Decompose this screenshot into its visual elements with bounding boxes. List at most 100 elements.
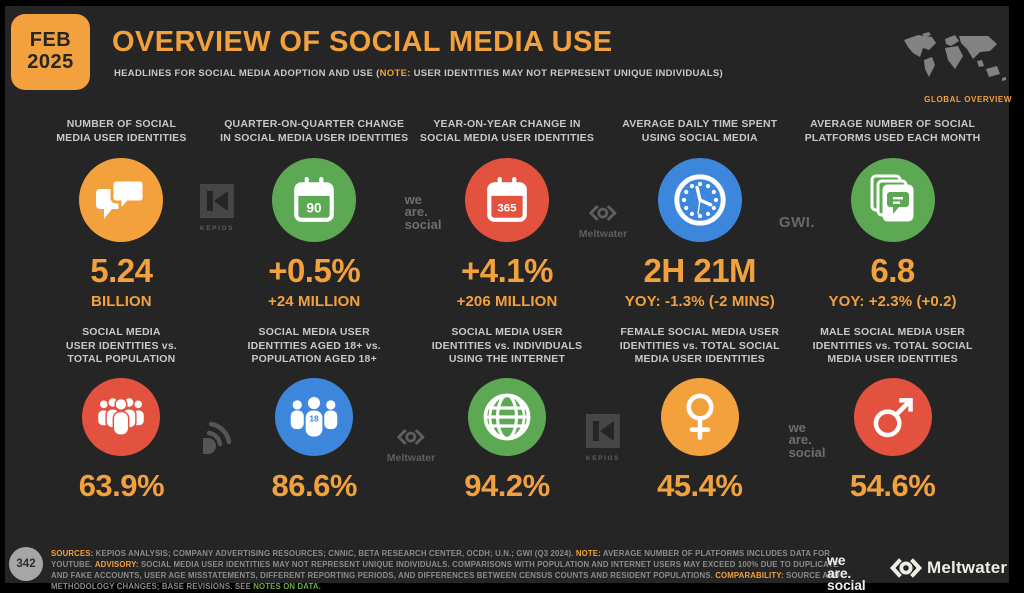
sources-text: KEPIOS ANALYSIS; COMPANY ADVERTISING RES… bbox=[93, 549, 576, 558]
stat-identities-vs-internet-users: SOCIAL MEDIA USER IDENTITIES vs. INDIVID… bbox=[411, 326, 604, 504]
stat-label: YEAR-ON-YEAR CHANGE IN SOCIAL MEDIA USER… bbox=[419, 118, 595, 144]
calendar-number: 365 bbox=[497, 202, 517, 214]
stat-value: 6.8 bbox=[870, 252, 915, 289]
stat-subvalue: +24 MILLION bbox=[268, 293, 361, 310]
stat-value: 94.2% bbox=[464, 468, 550, 503]
stats-row-1: NUMBER OF SOCIAL MEDIA USER IDENTITIES 5… bbox=[25, 118, 989, 310]
stat-value: 63.9% bbox=[78, 468, 165, 503]
stat-identities-vs-population: SOCIAL MEDIA USER IDENTITIES vs. TOTAL P… bbox=[25, 326, 218, 504]
we-are-social-watermark: we are. social bbox=[404, 193, 442, 231]
stat-circle: 365 bbox=[464, 158, 549, 242]
after-link-text: . bbox=[318, 582, 321, 592]
stat-subvalue: BILLION bbox=[91, 293, 152, 310]
male-symbol-icon bbox=[873, 398, 913, 438]
advisory-label: ADVISORY: bbox=[94, 560, 139, 570]
stat-platforms-per-month: AVERAGE NUMBER OF SOCIAL PLATFORMS USED … bbox=[796, 118, 989, 310]
stat-value: 5.24 bbox=[90, 252, 153, 289]
date-year: 2025 bbox=[27, 51, 74, 73]
stat-label: SOCIAL MEDIA USER IDENTITIES AGED 18+ vs… bbox=[247, 326, 381, 366]
stat-label: SOCIAL MEDIA USER IDENTITIES vs. INDIVID… bbox=[431, 326, 583, 366]
stat-value: 2H 21M bbox=[643, 252, 757, 289]
stat-subvalue: YOY: +2.3% (+0.2) bbox=[828, 293, 957, 310]
stats-row-2: SOCIAL MEDIA USER IDENTITIES vs. TOTAL P… bbox=[25, 326, 989, 504]
subtitle-suffix: USER IDENTITIES MAY NOT REPRESENT UNIQUE… bbox=[410, 68, 724, 79]
meltwater-watermark-label: Meltwater bbox=[578, 228, 628, 240]
stat-circle bbox=[467, 378, 546, 456]
stat-daily-time: AVERAGE DAILY TIME SPENT USING SOCIAL ME… bbox=[603, 118, 796, 310]
stat-female-identities: FEMALE SOCIAL MEDIA USER IDENTITIES vs. … bbox=[603, 326, 796, 504]
datareportal-logo-icon bbox=[203, 421, 232, 454]
stat-value: 54.6% bbox=[849, 468, 936, 503]
meltwater-logo: Meltwater bbox=[889, 558, 1007, 578]
comparability-text: SOURCE AND METHODOLOGY CHANGES; BASE REV… bbox=[51, 571, 840, 592]
subtitle-prefix: HEADLINES FOR SOCIAL MEDIA ADOPTION AND … bbox=[114, 68, 380, 79]
stat-subvalue: YOY: -1.3% (-2 MINS) bbox=[624, 293, 775, 310]
we-are-social-logo: we are. social bbox=[827, 552, 866, 593]
date-month: FEB bbox=[29, 29, 72, 52]
stat-label: NUMBER OF SOCIAL MEDIA USER IDENTITIES bbox=[56, 118, 187, 144]
kepios-watermark-label: KEPIOS bbox=[199, 225, 235, 232]
stat-male-identities: MALE SOCIAL MEDIA USER IDENTITIES vs. TO… bbox=[796, 326, 989, 504]
people-18-icon: 18 bbox=[290, 396, 338, 437]
stat-value: 86.6% bbox=[271, 468, 357, 503]
platform-stack-icon bbox=[870, 174, 914, 222]
stat-label: QUARTER-ON-QUARTER CHANGE IN SOCIAL MEDI… bbox=[220, 118, 409, 144]
kepios-logo-icon bbox=[199, 184, 234, 218]
advisory-text: SOCIAL MEDIA USER IDENTITIES MAY NOT REP… bbox=[51, 560, 839, 581]
slide-background: FEB 2025 OVERVIEW OF SOCIAL MEDIA USE HE… bbox=[5, 6, 1012, 592]
stat-social-media-identities: NUMBER OF SOCIAL MEDIA USER IDENTITIES 5… bbox=[25, 118, 218, 310]
globe-icon bbox=[483, 393, 531, 441]
stat-value: +4.1% bbox=[460, 252, 553, 289]
clock-icon bbox=[674, 174, 726, 226]
wm-was-line: we bbox=[788, 420, 806, 435]
female-symbol-icon bbox=[686, 393, 714, 440]
stat-circle bbox=[82, 378, 161, 456]
stat-circle bbox=[660, 378, 739, 456]
brand-was-line: we bbox=[827, 552, 846, 568]
age-18-label: 18 bbox=[310, 414, 320, 424]
calendar-365-icon: 365 bbox=[487, 177, 527, 222]
meltwater-logo-icon bbox=[588, 204, 618, 222]
footer-notes: SOURCES: KEPIOS ANALYSIS; COMPANY ADVERT… bbox=[51, 548, 851, 592]
stat-value: 45.4% bbox=[657, 468, 743, 503]
meltwater-logo-icon bbox=[889, 558, 923, 578]
brand-was-line: social bbox=[827, 577, 866, 593]
datareportal-watermark bbox=[193, 414, 237, 463]
meltwater-watermark: Meltwater bbox=[387, 428, 435, 464]
stat-circle bbox=[657, 158, 742, 242]
stat-circle: 18 bbox=[275, 378, 354, 456]
kepios-watermark: KEPIOS bbox=[200, 184, 234, 232]
stat-value: +0.5% bbox=[268, 252, 361, 289]
meltwater-logo-icon bbox=[396, 428, 426, 446]
calendar-number: 90 bbox=[307, 201, 322, 216]
wm-was-line: are. bbox=[404, 204, 428, 220]
subtitle-note-label: NOTE: bbox=[379, 68, 411, 79]
stat-qoq-change: QUARTER-ON-QUARTER CHANGE IN SOCIAL MEDI… bbox=[218, 118, 411, 310]
people-group-icon bbox=[97, 396, 146, 436]
wm-was-line: are. bbox=[788, 432, 812, 448]
stat-label: AVERAGE NUMBER OF SOCIAL PLATFORMS USED … bbox=[804, 118, 981, 144]
note-label: NOTE: bbox=[575, 549, 601, 558]
stat-label: MALE SOCIAL MEDIA USER IDENTITIES vs. TO… bbox=[812, 326, 973, 366]
brand-was-line: are. bbox=[827, 564, 852, 581]
meltwater-watermark-label: Meltwater bbox=[386, 452, 436, 464]
meltwater-watermark: Meltwater bbox=[579, 204, 627, 240]
page-subtitle: HEADLINES FOR SOCIAL MEDIA ADOPTION AND … bbox=[114, 68, 723, 79]
global-overview-block: GLOBAL OVERVIEW bbox=[898, 30, 1012, 104]
chat-bubbles-icon bbox=[96, 178, 146, 219]
region-label: GLOBAL OVERVIEW bbox=[924, 95, 1012, 104]
stat-label: FEMALE SOCIAL MEDIA USER IDENTITIES vs. … bbox=[619, 326, 780, 366]
stat-yoy-change: YEAR-ON-YEAR CHANGE IN SOCIAL MEDIA USER… bbox=[411, 118, 604, 310]
stat-subvalue: +206 MILLION bbox=[456, 293, 558, 310]
sources-label: SOURCES: bbox=[51, 549, 94, 558]
stat-label: AVERAGE DAILY TIME SPENT USING SOCIAL ME… bbox=[622, 118, 778, 144]
wm-was-line: social bbox=[788, 444, 826, 460]
stat-label: SOCIAL MEDIA USER IDENTITIES vs. TOTAL P… bbox=[65, 326, 177, 366]
stat-circle: 90 bbox=[272, 158, 357, 242]
comparability-label: COMPARABILITY: bbox=[715, 571, 784, 581]
we-are-social-watermark: we are. social bbox=[788, 420, 826, 460]
note-text: AVERAGE NUMBER OF PLATFORMS INCLUDES DAT… bbox=[51, 549, 831, 570]
notes-on-data-link[interactable]: NOTES ON DATA bbox=[253, 582, 319, 592]
world-map-icon bbox=[904, 32, 1006, 81]
kepios-watermark-label: KEPIOS bbox=[585, 455, 621, 462]
